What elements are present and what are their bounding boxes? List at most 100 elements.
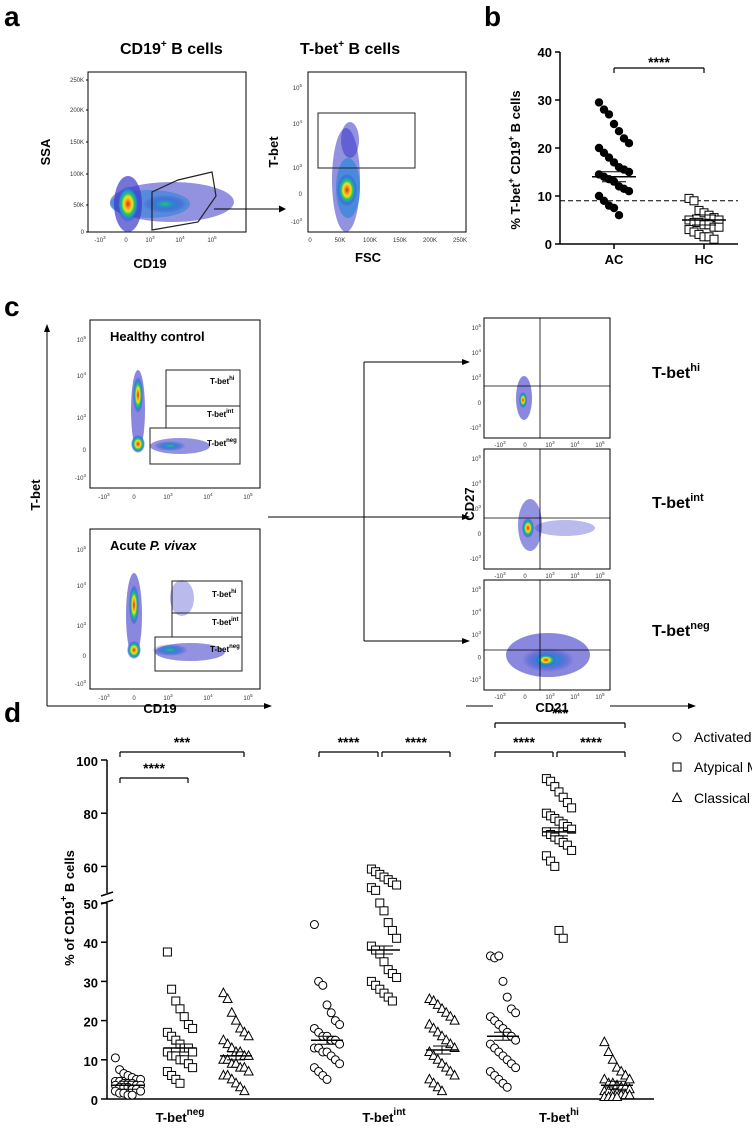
healthy-xticks: -103 0 103 104 105 — [98, 492, 253, 501]
cd19-outer-axis-arrow — [264, 703, 272, 709]
d-atypical-point — [179, 1012, 189, 1022]
d-legend-label: Atypical MBCs — [694, 759, 752, 775]
d-classical-point — [218, 1034, 229, 1045]
d-activated-point — [326, 1008, 336, 1018]
healthy-yticks: 105 104 103 0 -103 — [75, 335, 87, 482]
d-atypical-point — [392, 880, 402, 890]
d-activated-point — [498, 976, 508, 986]
healthy-control-density — [131, 370, 210, 454]
d-classical-point — [432, 1053, 444, 1064]
small-log-tick: 0 — [478, 532, 482, 538]
b-ac-point — [614, 127, 624, 136]
d-classical-point — [226, 1006, 238, 1017]
d-y-tick-label: 0 — [91, 1093, 98, 1108]
d-classical-point — [599, 1073, 610, 1084]
cd27-cd21-hi-frame — [483, 317, 611, 439]
fsc-tick: 50K — [335, 238, 346, 244]
cd27-cd21-int-density — [518, 499, 595, 551]
d-classical-point — [436, 1002, 448, 1013]
d-atypical-point — [558, 933, 568, 943]
d-classical-point — [218, 987, 229, 998]
tbet-tick: 104 — [293, 119, 303, 128]
healthy-gate-neg-label: T-betneg — [207, 438, 237, 448]
d-classical-point — [432, 998, 444, 1009]
panel-label-c: c — [4, 291, 20, 322]
d-atypical-point — [371, 885, 381, 895]
d-classical-point — [428, 1022, 439, 1033]
acute-vivax-plot-frame — [89, 528, 261, 690]
d-legend-label: Activated MBCs — [694, 729, 752, 745]
cd21-outer-axis-arrow — [688, 703, 696, 709]
d-classical-point — [436, 1057, 448, 1068]
d-y-tick-label: 100 — [76, 754, 98, 769]
d-classical-point — [222, 992, 233, 1004]
x-tick: 105 — [243, 492, 253, 501]
panel-d-legend: Activated MBCs Atypical MBCs Classical MBC… — [694, 729, 752, 806]
b-y-tick-label: 40 — [538, 45, 552, 60]
acute-gate-neg — [154, 636, 243, 672]
d-classical-point — [230, 1057, 242, 1068]
small-x-tick: 0 — [523, 443, 527, 449]
small-log-tick: 105 — [472, 454, 482, 463]
cd19-axis-ticks: -103 0 103 104 105 — [94, 235, 217, 244]
x-tick: 103 — [163, 492, 173, 501]
d-classical-point — [445, 1038, 456, 1049]
d-activated-point — [318, 980, 328, 990]
panel-d-chart: % of CD19+ B cells 0 10 20 30 40 50 60 80 100 T-b… — [59, 705, 752, 1125]
tbet-tick: 0 — [299, 192, 303, 198]
d-y-tick-label: 10 — [84, 1054, 98, 1069]
b-ac-point — [609, 119, 619, 129]
b-y-tick-label: 0 — [545, 237, 552, 252]
small-log-tick: 103 — [472, 373, 482, 382]
small-log-tick: 104 — [472, 608, 482, 617]
d-classical-point — [445, 1010, 456, 1021]
b-hc-point — [714, 222, 724, 232]
log-tick: 103 — [77, 621, 87, 630]
small-x-tick: 103 — [545, 571, 555, 580]
cd27-axis-label: CD27 — [462, 487, 477, 520]
d-atypical-point — [188, 1063, 198, 1073]
small-log-tick: 103 — [472, 504, 482, 513]
d-classical-point — [440, 1034, 452, 1045]
connector-main-arrow — [462, 514, 470, 520]
tbet-gate — [317, 112, 416, 169]
small-x-tick: -103 — [494, 440, 506, 449]
d-atypical-point — [175, 1004, 185, 1014]
cd27-cd21-ticks: 105 104 103 0 -103 -103 0 103 104 105 105 104 103 0 -1… — [470, 323, 605, 701]
d-classical-point — [611, 1090, 623, 1102]
d-sig-stars: **** — [143, 760, 165, 776]
d-classical-point — [222, 1038, 233, 1049]
tbet-axis-label-c: T-bet — [28, 479, 43, 511]
d-atypical-point — [175, 1078, 185, 1088]
panel-label-d: d — [4, 697, 21, 728]
d-classical-point — [424, 1018, 435, 1029]
cd19-tick: -103 — [94, 235, 106, 244]
d-atypical-point — [171, 996, 181, 1006]
small-log-tick: 0 — [478, 401, 482, 407]
log-tick: 104 — [77, 581, 87, 590]
tbet-fsc-plot-frame — [307, 71, 467, 233]
d-activated-point — [110, 1053, 120, 1063]
d-classical-point — [445, 1065, 456, 1076]
panel-b-y-axis-label: % T-bet+ CD19+ B cells — [506, 90, 523, 229]
acute-gate-hi-label: T-bethi — [212, 589, 237, 599]
d-classical-point — [436, 1085, 448, 1096]
small-x-tick: 0 — [523, 695, 527, 701]
d-classical-point — [226, 1073, 238, 1084]
fsc-tick: 100K — [363, 238, 377, 244]
d-classical-point — [428, 1077, 439, 1088]
cd19-title: CD19+ B cells — [120, 39, 223, 58]
small-log-tick: 104 — [472, 479, 482, 488]
d-atypical-point — [188, 1023, 198, 1033]
d-classical-point — [611, 1061, 623, 1072]
panel-d-y-axis-label: % of CD19+ B cells — [59, 850, 77, 966]
ssa-axis-label: SSA — [38, 138, 53, 165]
d-classical-point — [440, 1006, 452, 1017]
small-log-tick: 105 — [472, 585, 482, 594]
healthy-gate-int-label: T-betint — [207, 409, 233, 419]
fsc-tick: 0 — [308, 238, 312, 244]
tbet-fsc-density — [332, 122, 360, 232]
d-classical-point — [671, 791, 683, 802]
cd19-axis-label-c: CD19 — [143, 701, 176, 716]
acute-gate-neg-label: T-betneg — [210, 644, 240, 654]
